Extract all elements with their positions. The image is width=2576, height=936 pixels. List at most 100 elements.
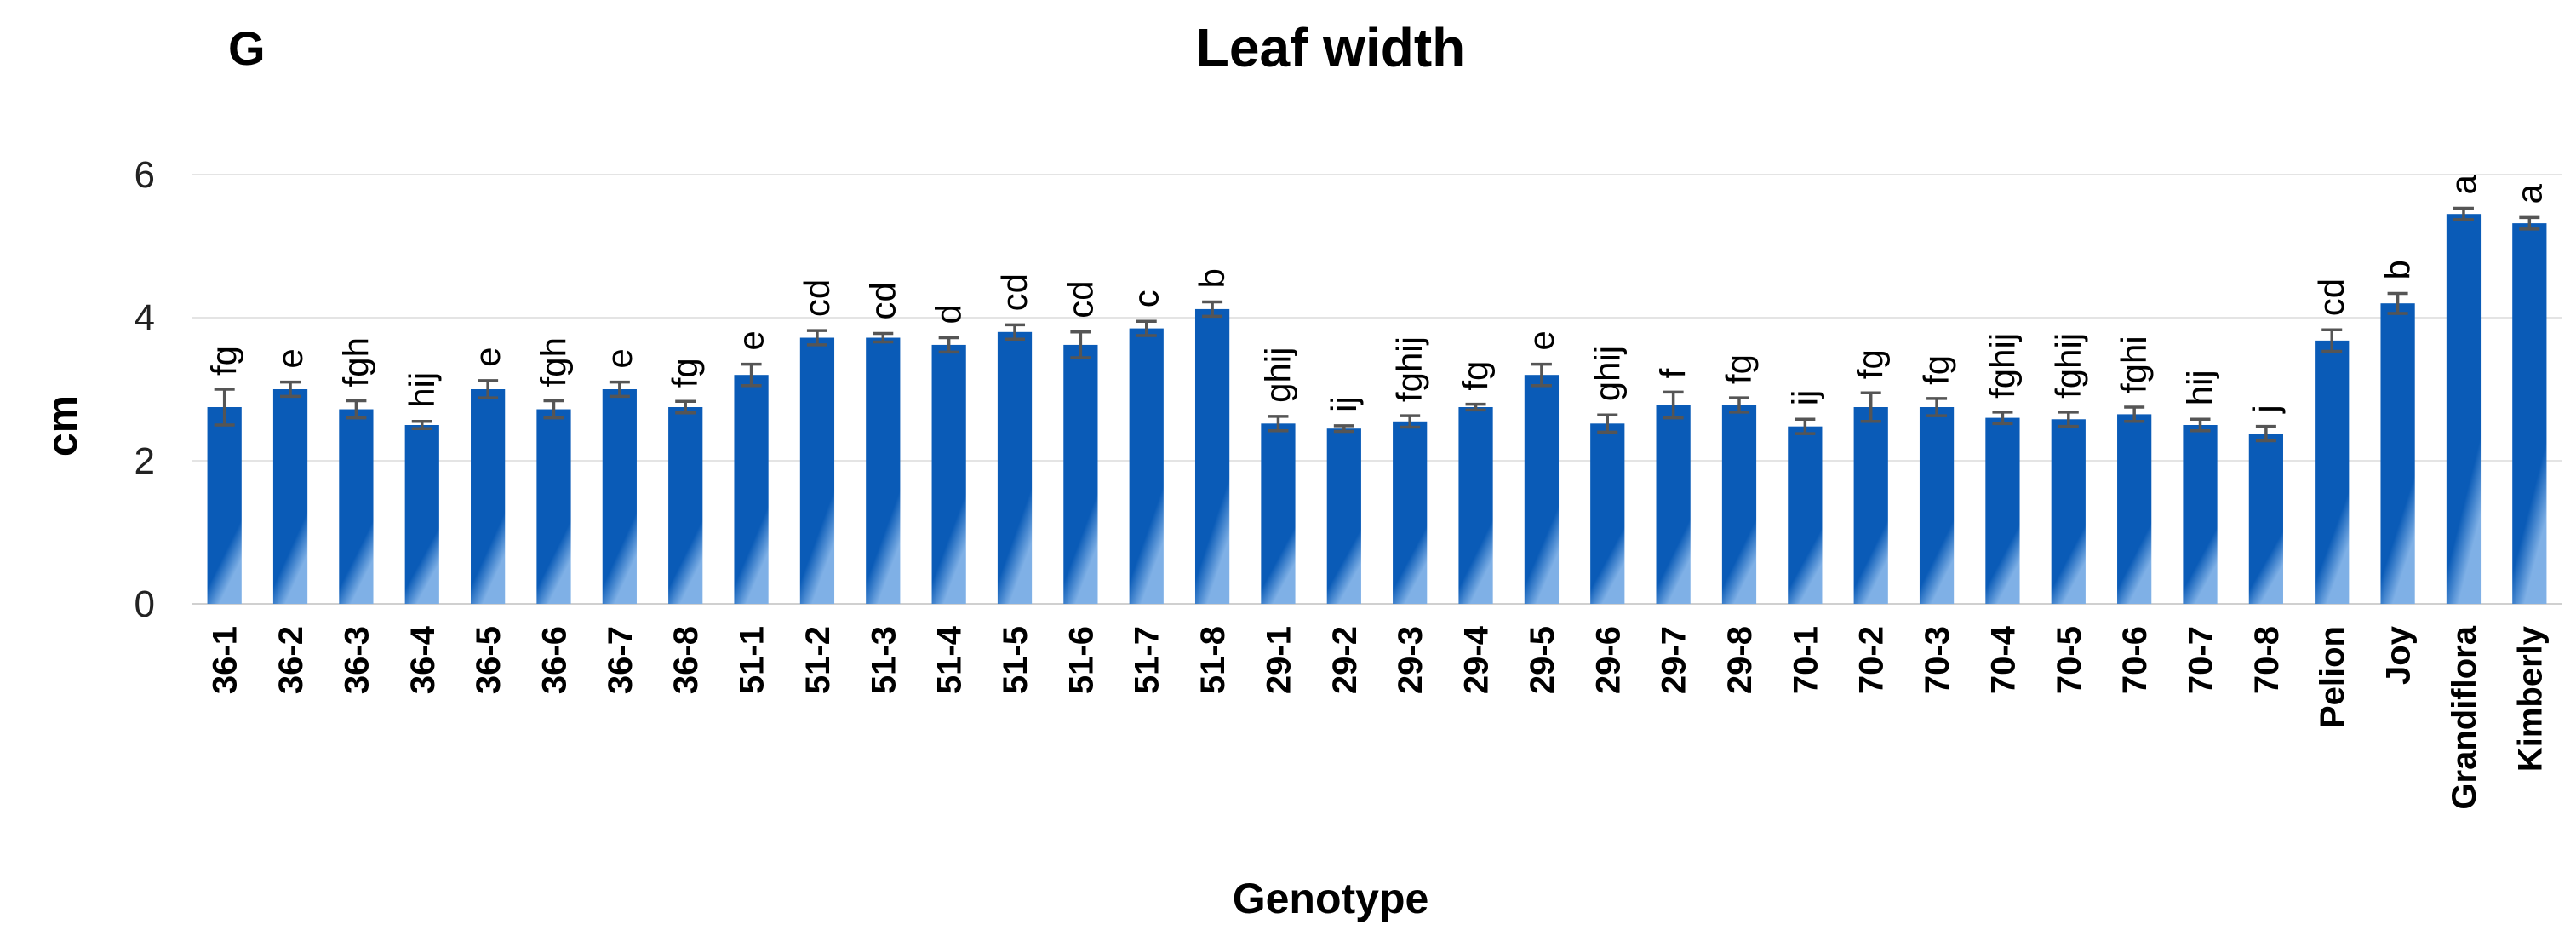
bar-29-5 bbox=[1524, 375, 1560, 604]
x-tick-29-5: 29-5 bbox=[1524, 626, 1561, 694]
significance-29-3: fghij bbox=[1389, 336, 1429, 402]
significance-29-5: e bbox=[1521, 330, 1561, 350]
bar-70-4 bbox=[1985, 417, 2020, 604]
x-tick-Pelion: Pelion bbox=[2314, 626, 2351, 728]
error-bar-29-4 bbox=[1465, 402, 1486, 412]
significance-36-4: hij bbox=[402, 372, 442, 408]
x-tick-29-7: 29-7 bbox=[1656, 626, 1693, 694]
x-tick-36-7: 36-7 bbox=[602, 626, 639, 694]
significance-70-1: ij bbox=[1784, 390, 1824, 406]
error-bar-51-3 bbox=[873, 331, 894, 344]
bar-29-1 bbox=[1261, 423, 1296, 604]
x-tick-70-8: 70-8 bbox=[2248, 626, 2286, 694]
x-tick-29-8: 29-8 bbox=[1721, 626, 1759, 694]
x-tick-36-6: 36-6 bbox=[535, 626, 573, 694]
y-tick-label: 6 bbox=[135, 154, 155, 196]
bar-51-8 bbox=[1194, 308, 1230, 604]
x-tick-36-2: 36-2 bbox=[272, 626, 310, 694]
x-tick-51-5: 51-5 bbox=[997, 626, 1034, 694]
x-tick-Joy: Joy bbox=[2380, 625, 2418, 685]
bar-29-3 bbox=[1393, 421, 1428, 604]
error-bar-29-5 bbox=[1531, 362, 1552, 388]
error-bars bbox=[214, 206, 2540, 443]
x-tick-51-1: 51-1 bbox=[734, 626, 771, 694]
x-tick-70-1: 70-1 bbox=[1787, 626, 1824, 694]
bar-36-2 bbox=[272, 389, 308, 604]
significance-51-2: cd bbox=[797, 279, 837, 317]
x-tick-51-6: 51-6 bbox=[1062, 626, 1100, 694]
bar-51-3 bbox=[866, 337, 901, 604]
error-bar-36-4 bbox=[411, 420, 432, 430]
error-bar-29-6 bbox=[1597, 413, 1618, 434]
bar-51-4 bbox=[931, 344, 966, 604]
bar-70-1 bbox=[1788, 426, 1823, 604]
x-tick-Grandiflora: Grandiflora bbox=[2446, 625, 2483, 809]
significance-51-3: cd bbox=[862, 282, 902, 319]
x-tick-51-2: 51-2 bbox=[799, 626, 837, 694]
error-bar-29-7 bbox=[1663, 390, 1684, 420]
significance-51-4: d bbox=[929, 304, 969, 324]
bar-51-1 bbox=[734, 375, 769, 604]
error-bar-51-8 bbox=[1202, 300, 1223, 319]
error-bar-29-2 bbox=[1333, 424, 1354, 434]
x-tick-70-2: 70-2 bbox=[1853, 626, 1891, 694]
significance-70-7: hij bbox=[2180, 370, 2220, 405]
y-axis-ticks: 0 2 4 6 bbox=[135, 154, 155, 625]
bar-29-4 bbox=[1458, 407, 1493, 604]
significance-70-2: fg bbox=[1851, 349, 1891, 379]
significance-36-3: fgh bbox=[335, 337, 375, 387]
bar-51-2 bbox=[799, 337, 835, 604]
error-bar-70-5 bbox=[2058, 411, 2079, 428]
error-bar-70-6 bbox=[2124, 405, 2145, 423]
y-tick-label: 0 bbox=[135, 583, 155, 625]
x-tick-36-1: 36-1 bbox=[207, 626, 244, 694]
significance-70-3: fg bbox=[1916, 355, 1956, 385]
bar-36-5 bbox=[471, 389, 506, 604]
y-axis-title: cm bbox=[38, 395, 86, 457]
error-bar-51-6 bbox=[1070, 330, 1091, 359]
significance-29-8: fg bbox=[1719, 354, 1759, 384]
x-tick-36-4: 36-4 bbox=[404, 625, 442, 694]
error-bar-36-2 bbox=[280, 380, 301, 399]
x-tick-70-7: 70-7 bbox=[2183, 626, 2220, 694]
bar-Pelion bbox=[2315, 340, 2350, 604]
significance-Joy: b bbox=[2378, 260, 2418, 279]
x-tick-29-1: 29-1 bbox=[1260, 626, 1297, 694]
error-bar-36-7 bbox=[609, 380, 630, 399]
error-bar-36-6 bbox=[543, 399, 564, 420]
significance-Kimberly: a bbox=[2509, 183, 2549, 204]
error-bar-70-4 bbox=[1992, 411, 2013, 426]
x-tick-51-3: 51-3 bbox=[865, 626, 902, 694]
x-tick-51-8: 51-8 bbox=[1194, 626, 1232, 694]
x-tick-70-4: 70-4 bbox=[1984, 625, 2022, 694]
significance-36-5: e bbox=[467, 347, 507, 367]
error-bar-70-2 bbox=[1860, 391, 1881, 423]
x-tick-70-5: 70-5 bbox=[2051, 626, 2088, 694]
error-bar-29-3 bbox=[1400, 414, 1421, 429]
bars bbox=[207, 214, 2547, 604]
error-bar-36-3 bbox=[346, 399, 367, 420]
significance-36-6: fgh bbox=[533, 337, 573, 387]
bar-36-8 bbox=[668, 407, 703, 604]
bar-Kimberly bbox=[2512, 223, 2547, 604]
bar-Joy bbox=[2380, 303, 2415, 604]
bar-70-3 bbox=[1919, 407, 1955, 604]
error-bar-29-8 bbox=[1728, 396, 1749, 414]
bar-Grandiflora bbox=[2446, 214, 2482, 604]
bar-70-8 bbox=[2248, 434, 2283, 604]
x-tick-36-5: 36-5 bbox=[470, 626, 507, 694]
bar-36-6 bbox=[536, 409, 571, 604]
y-tick-label: 2 bbox=[135, 440, 155, 482]
bar-36-4 bbox=[404, 425, 439, 604]
error-bar-51-5 bbox=[1005, 323, 1026, 341]
significance-36-7: e bbox=[599, 348, 639, 368]
significance-29-2: ij bbox=[1324, 396, 1364, 412]
significance-36-1: fg bbox=[204, 346, 244, 376]
significance-36-2: e bbox=[270, 348, 310, 368]
error-bar-36-8 bbox=[675, 399, 696, 415]
error-bar-29-1 bbox=[1268, 415, 1289, 433]
significance-51-8: b bbox=[1192, 268, 1232, 288]
error-bar-51-7 bbox=[1136, 319, 1157, 337]
